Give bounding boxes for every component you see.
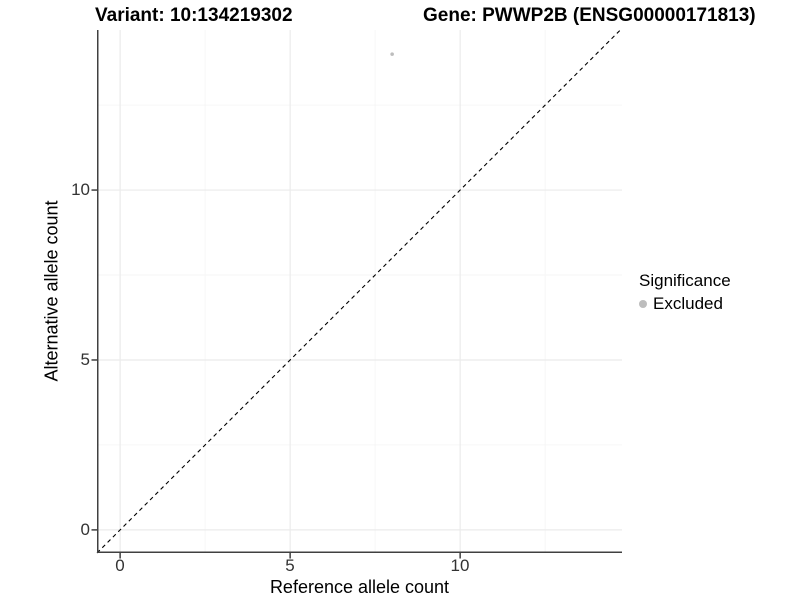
x-tick-label-0: 0 — [115, 556, 125, 575]
legend-item-label: Excluded — [653, 294, 723, 313]
y-axis-title: Alternative allele count — [41, 200, 62, 382]
y-tick-label-5: 5 — [80, 350, 90, 369]
gene-title: Gene: PWWP2B (ENSG00000171813) — [423, 5, 756, 26]
y-tick-label-10: 10 — [71, 180, 90, 199]
plot-area — [91, 29, 622, 559]
legend: Significance Excluded — [639, 271, 731, 314]
legend-point-icon — [639, 300, 647, 308]
x-tick-label-10: 10 — [450, 556, 470, 575]
y-tick-label-0: 0 — [80, 520, 90, 539]
plot-canvas — [91, 29, 622, 559]
variant-title: Variant: 10:134219302 — [95, 5, 293, 26]
x-tick-label-5: 5 — [285, 556, 295, 575]
x-axis-title: Reference allele count — [269, 577, 450, 597]
identity-dashed-line — [96, 29, 621, 554]
legend-title: Significance — [639, 271, 731, 290]
data-point — [390, 52, 394, 56]
legend-item-excluded: Excluded — [639, 294, 731, 314]
